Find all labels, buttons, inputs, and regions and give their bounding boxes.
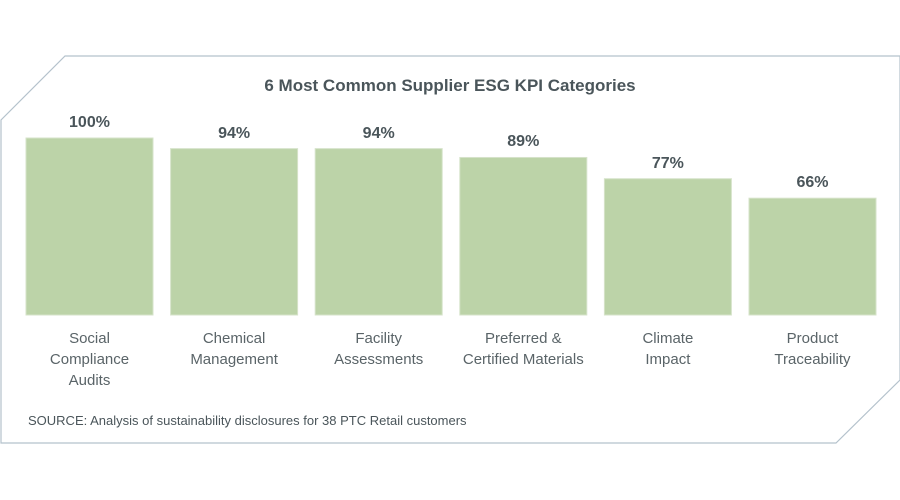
bar xyxy=(459,156,588,316)
category-label-line: Compliance xyxy=(49,351,130,368)
frame xyxy=(0,55,900,444)
category-label: Product Traceability xyxy=(738,328,888,370)
category-label: Facility Assessments xyxy=(304,328,454,370)
data-label: 89% xyxy=(507,133,540,151)
data-label: 77% xyxy=(651,154,684,172)
bar xyxy=(603,178,732,316)
category-label-line: Impact xyxy=(645,351,691,368)
data-label: 94% xyxy=(362,124,395,142)
category-label-line: Climate xyxy=(642,330,694,347)
bar xyxy=(748,197,877,316)
category-label: Chemical Management xyxy=(159,328,309,370)
bar xyxy=(314,148,443,316)
category-label-line: Assessments xyxy=(334,351,424,368)
category-label-line: Traceability xyxy=(774,351,851,368)
data-label: 66% xyxy=(796,174,829,192)
bar xyxy=(25,137,154,316)
category-label-line: Audits xyxy=(68,372,111,389)
category-label-line: Management xyxy=(190,351,278,368)
source-note: SOURCE: Analysis of sustainability discl… xyxy=(28,413,467,428)
bar xyxy=(170,148,299,316)
category-label-line: Preferred & xyxy=(484,330,562,347)
category-label-line: Certified Materials xyxy=(462,351,584,368)
category-label-line: Chemical xyxy=(202,330,266,347)
category-label-line: Facility xyxy=(355,330,403,347)
category-label: Climate Impact xyxy=(593,328,743,370)
category-label-line: Product xyxy=(786,330,839,347)
chart-title: 6 Most Common Supplier ESG KPI Categorie… xyxy=(264,76,636,95)
category-label-line: Social xyxy=(69,330,110,347)
data-label: 94% xyxy=(218,124,251,142)
category-label: Social Compliance Audits xyxy=(15,328,165,391)
data-label: 100% xyxy=(69,114,110,131)
category-label: Preferred & Certified Materials xyxy=(448,328,598,370)
